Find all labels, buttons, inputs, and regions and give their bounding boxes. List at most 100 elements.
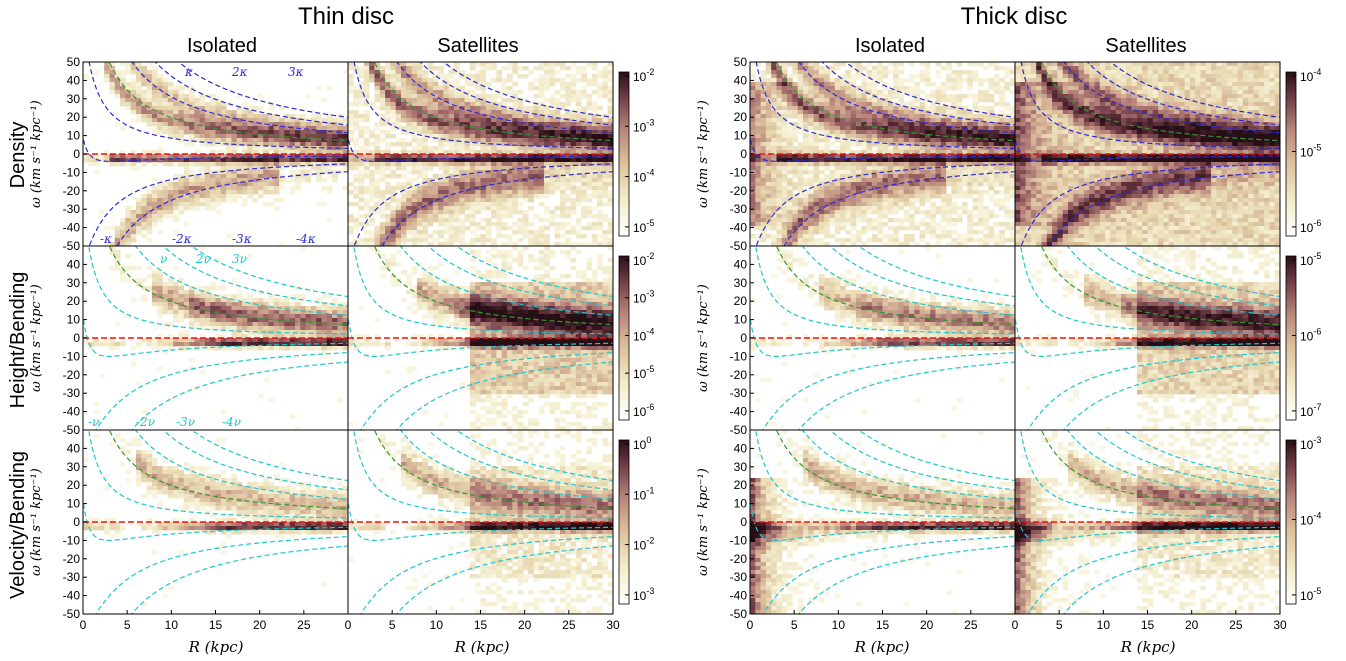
heatmap-cell xyxy=(199,122,206,127)
heatmap-cell xyxy=(528,174,534,179)
heatmap-cell xyxy=(554,162,561,167)
heatmap-cell xyxy=(401,90,407,95)
heatmap-cell xyxy=(332,338,338,343)
heatmap-cell xyxy=(390,278,397,283)
heatmap-cell xyxy=(512,406,518,411)
heatmap-cell xyxy=(475,290,481,295)
heatmap-cell xyxy=(544,346,550,351)
heatmap-cell xyxy=(501,206,508,211)
heatmap-cell xyxy=(575,70,582,75)
heatmap-cell xyxy=(151,130,158,135)
heatmap-cell xyxy=(321,118,328,123)
heatmap-cell xyxy=(268,158,275,163)
heatmap-cell xyxy=(602,374,609,379)
heatmap-cell xyxy=(549,318,556,323)
heatmap-cell xyxy=(448,154,455,159)
heatmap-cell xyxy=(210,178,216,183)
heatmap-cell xyxy=(114,162,121,167)
heatmap-cell xyxy=(157,266,163,271)
heatmap-cell xyxy=(438,190,444,195)
heatmap-cell xyxy=(199,298,206,303)
heatmap-cell xyxy=(549,142,556,147)
heatmap-cell xyxy=(522,126,529,131)
heatmap-cell xyxy=(432,110,439,115)
heatmap-cell xyxy=(136,154,142,159)
heatmap-cell xyxy=(406,106,412,111)
heatmap-cell xyxy=(220,286,227,291)
heatmap-cell xyxy=(173,182,179,187)
heatmap-cell xyxy=(257,170,264,175)
heatmap-cell xyxy=(363,162,370,167)
heatmap-cell xyxy=(602,286,609,291)
heatmap-cell xyxy=(507,294,513,299)
heatmap-cell xyxy=(575,194,582,199)
heatmap-cell xyxy=(162,98,169,103)
heatmap-cell xyxy=(560,130,566,135)
heatmap-cell xyxy=(136,450,142,455)
heatmap-cell xyxy=(570,410,577,415)
heatmap-cell xyxy=(199,478,206,483)
heatmap-cell xyxy=(464,330,471,335)
heatmap-cell xyxy=(501,350,508,355)
heatmap-cell xyxy=(570,166,577,171)
heatmap-cell xyxy=(554,206,561,211)
heatmap-cell xyxy=(416,126,423,131)
heatmap-cell xyxy=(591,122,598,127)
heatmap-cell xyxy=(379,190,386,195)
heatmap-cell xyxy=(289,330,296,335)
heatmap-cell xyxy=(607,74,614,79)
heatmap-cell xyxy=(507,370,513,375)
heatmap-cell xyxy=(544,110,550,115)
heatmap-cell xyxy=(507,382,513,387)
heatmap-cell xyxy=(295,314,301,319)
heatmap-cell xyxy=(507,378,513,383)
heatmap-cell xyxy=(93,158,100,163)
heatmap-cell xyxy=(560,94,566,99)
heatmap-cell xyxy=(151,342,158,347)
heatmap-cell xyxy=(496,318,503,323)
heatmap-cell xyxy=(485,62,492,67)
heatmap-cell xyxy=(231,186,238,191)
heatmap-cell xyxy=(438,286,444,291)
heatmap-cell xyxy=(586,242,593,247)
heatmap-cell xyxy=(607,126,614,131)
heatmap-cell xyxy=(607,158,614,163)
heatmap-cell xyxy=(581,150,587,155)
heatmap-cell xyxy=(379,214,386,219)
kappa-label: 2κ xyxy=(231,65,248,79)
heatmap-cell xyxy=(491,362,497,367)
heatmap-cell xyxy=(533,326,540,331)
heatmap-cell xyxy=(533,286,540,291)
heatmap-cell xyxy=(183,474,190,479)
heatmap-cell xyxy=(522,298,529,303)
heatmap-cell xyxy=(257,154,264,159)
heatmap-cell xyxy=(146,122,153,127)
heatmap-cell xyxy=(575,134,582,139)
heatmap-cell xyxy=(395,70,402,75)
heatmap-cell xyxy=(273,310,280,315)
heatmap-cell xyxy=(220,306,227,311)
heatmap-cell xyxy=(438,198,444,203)
heatmap-cell xyxy=(602,142,609,147)
heatmap-cell xyxy=(236,94,243,99)
heatmap-cell xyxy=(167,206,174,211)
heatmap-cell xyxy=(554,362,561,367)
heatmap-cell xyxy=(390,98,397,103)
heatmap-cell xyxy=(120,154,126,159)
heatmap-cell xyxy=(289,142,296,147)
heatmap-cell xyxy=(432,230,439,235)
heatmap-cell xyxy=(448,242,455,247)
heatmap-cell xyxy=(443,238,450,243)
heatmap-cell xyxy=(591,206,598,211)
heatmap-cell xyxy=(528,142,534,147)
heatmap-cell xyxy=(438,346,444,351)
heatmap-cell xyxy=(199,130,206,135)
heatmap-cell xyxy=(167,278,174,283)
heatmap-cell xyxy=(544,226,550,231)
heatmap-cell xyxy=(517,382,524,387)
heatmap-cell xyxy=(554,226,561,231)
heatmap-cell xyxy=(544,354,550,359)
heatmap-cell xyxy=(104,66,110,71)
heatmap-cell xyxy=(369,234,375,239)
heatmap-cell xyxy=(300,158,306,163)
